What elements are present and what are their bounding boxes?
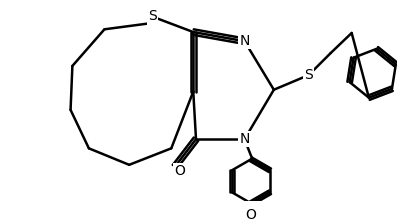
Text: N: N [239,132,249,146]
Text: N: N [239,34,249,48]
Text: S: S [304,68,312,82]
Text: O: O [174,164,185,178]
Text: S: S [147,9,156,24]
Text: O: O [245,208,256,220]
